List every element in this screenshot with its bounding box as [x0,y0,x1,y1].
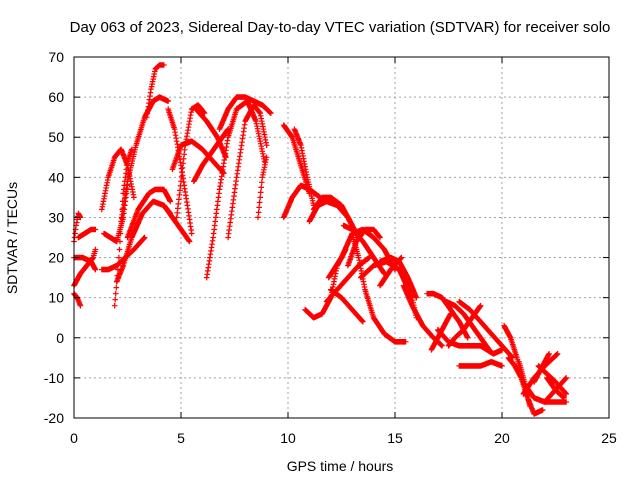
data-point-markers [191,126,231,185]
series-arc-23 [255,154,270,221]
grid-lines [74,57,609,418]
data-point-markers [161,202,193,245]
data-point-markers [255,154,270,221]
data-point-markers [144,62,167,120]
data-point-markers [456,298,516,361]
y-tick-label: -10 [44,370,64,386]
series-arc-44 [443,298,492,353]
x-tick-label: 10 [280,430,296,446]
y-tick-label: -20 [44,410,64,426]
data-point-markers [477,343,505,357]
y-axis-label: SDTVAR / TECUs [4,182,20,294]
series-arc-03 [75,226,99,241]
data-point-markers [291,126,317,209]
series-arc-17 [173,102,208,221]
data-point-markers [505,355,546,417]
series-arc-22 [225,102,270,241]
y-tick-label: 0 [56,330,64,346]
data-point-markers [310,194,355,229]
data-point-markers [169,138,227,177]
data-point-markers [544,375,567,401]
series-arc-28 [310,194,355,229]
series-arc-49 [505,355,546,417]
plot-frame [73,56,610,419]
series-arc-45 [456,298,516,361]
series-arc-13 [144,62,167,120]
x-tick-label: 20 [494,430,510,446]
chart-title: Day 063 of 2023, Sidereal Day-to-day VTE… [70,19,611,36]
x-tick-label: 0 [70,430,78,446]
y-tick-label: 70 [48,49,64,65]
series-arc-12 [124,186,174,241]
series-arc-46 [456,359,505,369]
y-tick-label: 20 [48,250,64,266]
series-arc-26 [291,126,317,209]
x-tick-label: 25 [601,430,617,446]
data-point-markers [328,286,366,325]
series-arc-01 [71,210,84,245]
y-tick-label: 10 [48,290,64,306]
data-point-markers [216,94,274,132]
series-arc-02 [71,290,84,309]
data-point-markers [71,210,84,245]
series-arc-35 [349,230,409,345]
data-point-markers [225,102,270,241]
data-point-markers [75,226,99,241]
y-tick-label: 60 [48,89,64,105]
data-point-markers [456,359,505,369]
series-arc-16 [169,138,227,177]
series-arc-19 [191,126,231,185]
series-arc-47 [477,343,505,357]
data-point-markers [340,222,388,277]
axis-ticks: 0 5 10 15 20 25 -20 -10 0 10 20 30 40 50 60 70 [44,49,617,446]
y-tick-label: 50 [48,129,64,145]
y-tick-label: 40 [48,169,64,185]
series-arc-15 [161,202,193,245]
x-tick-label: 15 [387,430,403,446]
series-arc-55 [544,375,567,401]
x-axis-label: GPS time / hours [287,458,394,474]
data-point-markers [71,290,84,309]
y-tick-label: 30 [48,209,64,225]
data-point-markers [377,254,405,289]
data-point-markers [173,102,208,221]
series-arc-38 [377,254,405,289]
data-point-markers [124,186,174,241]
x-tick-label: 5 [177,430,185,446]
data-markers [71,62,569,417]
series-arc-21 [216,94,274,132]
series-arc-33 [340,222,388,277]
data-point-markers [349,230,409,345]
data-point-markers [443,298,492,353]
series-arc-32 [328,286,366,325]
